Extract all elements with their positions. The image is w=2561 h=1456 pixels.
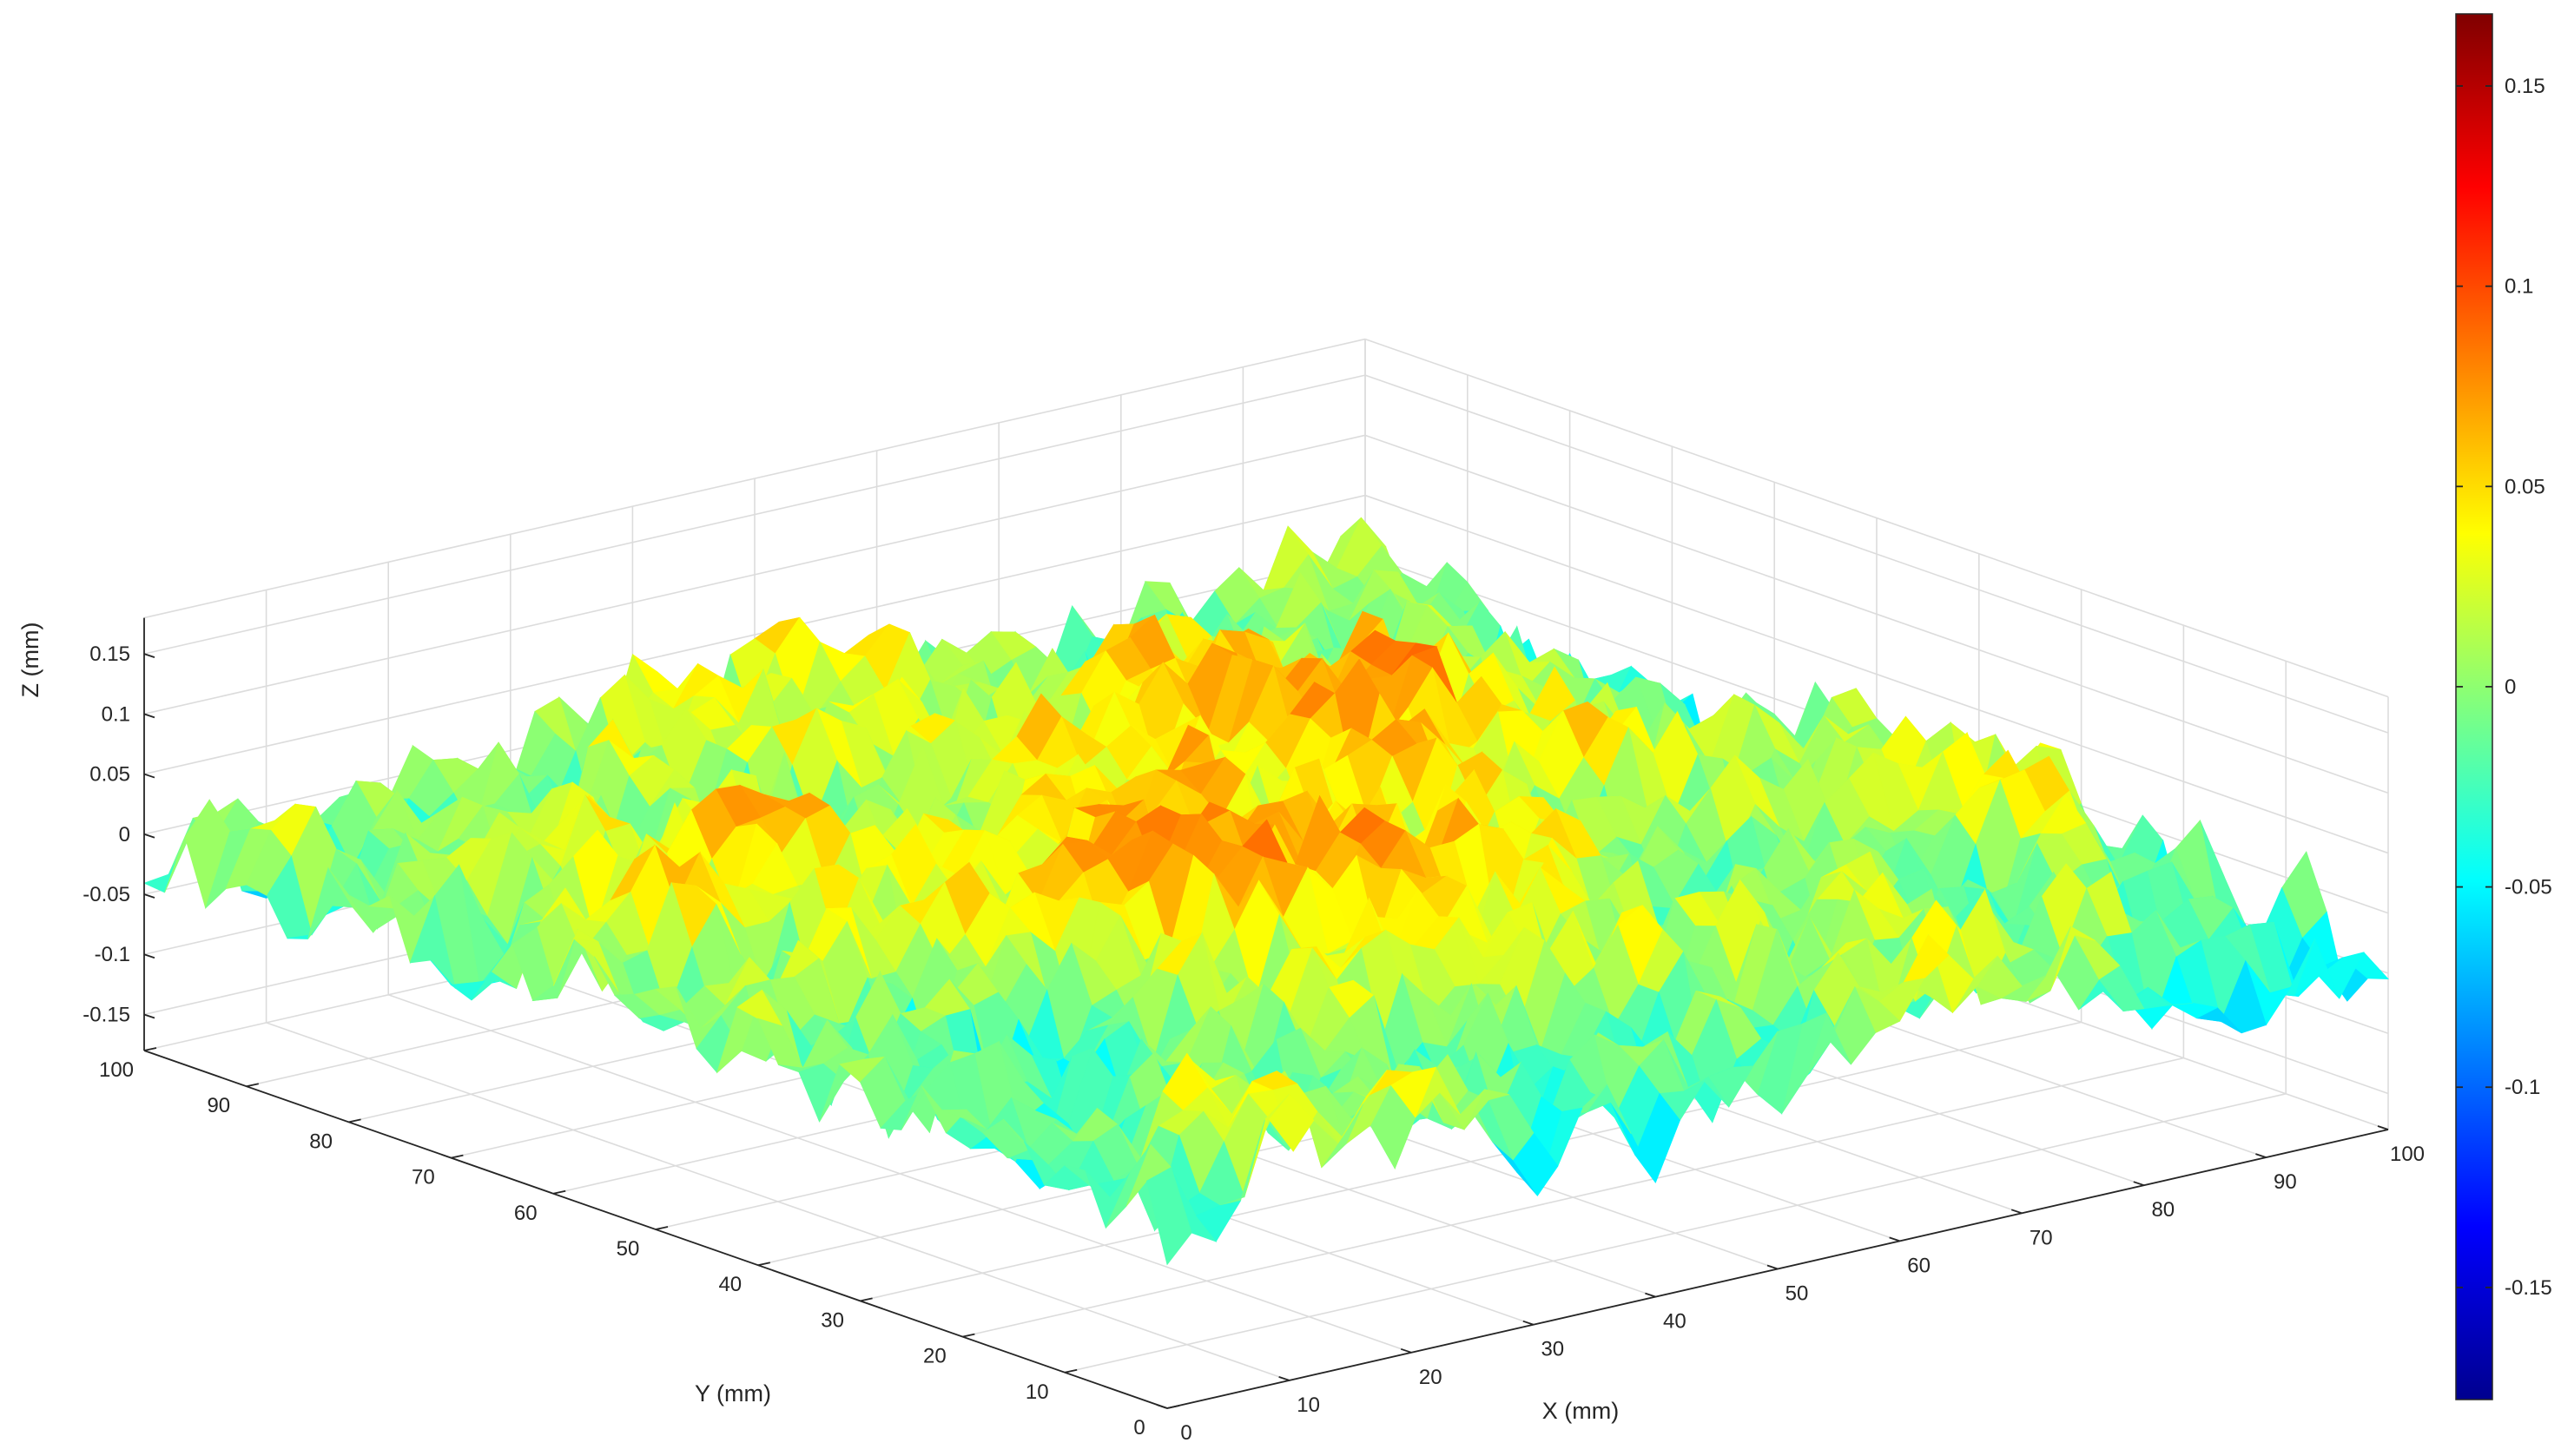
- x-tick-mark: [2255, 1153, 2267, 1158]
- x-tick-mark: [2010, 1209, 2023, 1215]
- y-axis-label: Y (mm): [695, 1380, 771, 1407]
- y-tick-mark: [1166, 1405, 1180, 1409]
- side-grid-line: [1364, 434, 2389, 794]
- z-tick-mark: [143, 653, 155, 658]
- z-tick-label: 0: [119, 823, 130, 847]
- y-tick-label: 30: [821, 1308, 844, 1332]
- y-tick-mark: [348, 1118, 361, 1123]
- x-tick-label: 70: [2030, 1226, 2053, 1249]
- colorbar-ticks: -0.15 -0.1 -0.05 0 0.05 0.1 0.15: [2456, 75, 2552, 1300]
- y-tick-mark: [655, 1226, 669, 1230]
- z-tick-mark: [143, 953, 155, 959]
- y-tick-label: 10: [1026, 1380, 1049, 1404]
- x-tick-mark: [1522, 1320, 1535, 1326]
- colorbar-gradient: [2455, 13, 2493, 1400]
- back-grid-line: [143, 494, 1366, 775]
- side-grid-line: [1364, 374, 2389, 734]
- colorbar-tick-label: 0: [2505, 675, 2516, 699]
- x-tick-mark: [1278, 1376, 1290, 1381]
- x-tick-label: 10: [1297, 1393, 1320, 1417]
- colorbar-tick-label: -0.15: [2505, 1276, 2552, 1300]
- x-tick-mark: [2377, 1125, 2389, 1130]
- z-tick-label: -0.1: [95, 943, 130, 966]
- y-tick-label: 40: [718, 1273, 742, 1296]
- z-axis-label: Z (mm): [17, 623, 43, 698]
- y-tick-mark: [246, 1083, 259, 1088]
- y-tick-label: 100: [99, 1058, 134, 1082]
- colorbar-tick-label: 0.1: [2505, 275, 2533, 299]
- y-tick-mark: [757, 1262, 770, 1267]
- x-tick-label: 80: [2151, 1198, 2175, 1222]
- y-tick-mark: [860, 1297, 873, 1302]
- y-tick-label: 60: [514, 1202, 538, 1225]
- y-tick-label: 90: [207, 1094, 230, 1117]
- surface-mesh: [142, 517, 2389, 1266]
- y-tick-label: 0: [1133, 1416, 1145, 1440]
- x-tick-label: 20: [1419, 1366, 1442, 1389]
- y-tick-label: 70: [412, 1166, 435, 1189]
- x-tick-mark: [1156, 1404, 1168, 1409]
- back-grid-line: [143, 374, 1366, 655]
- z-tick-mark: [143, 893, 155, 899]
- x-tick-label: 90: [2274, 1170, 2297, 1194]
- y-tick-mark: [143, 1047, 157, 1051]
- x-tick-label: 100: [2390, 1143, 2425, 1166]
- x-tick-mark: [1766, 1264, 1779, 1270]
- x-tick-label: 40: [1663, 1310, 1686, 1334]
- surface-face: [1145, 1167, 1192, 1266]
- colorbar: -0.15 -0.1 -0.05 0 0.05 0.1 0.15: [2455, 13, 2552, 1400]
- y-tick-mark: [1065, 1368, 1078, 1374]
- side-grid-line: [1364, 494, 2389, 854]
- x-tick-mark: [2133, 1181, 2145, 1187]
- x-axis-label: X (mm): [1542, 1398, 1619, 1424]
- x-tick-label: 50: [1785, 1282, 1809, 1306]
- x-tick-label: 0: [1180, 1421, 1191, 1445]
- colorbar-tick-label: 0.05: [2505, 475, 2545, 498]
- y-tick-label: 80: [309, 1130, 333, 1153]
- side-grid-line: [1364, 338, 2389, 698]
- z-tick-mark: [143, 833, 155, 839]
- x-tick-mark: [1645, 1292, 1656, 1298]
- axes-frame: -0.15 -0.1 -0.05 0 0.05 0.1 0.15 0 10 20 30 40 50 60 7…: [83, 617, 2425, 1445]
- back-grid-line: [143, 338, 1366, 619]
- x-tick-mark: [1889, 1236, 1900, 1242]
- z-tick-mark: [143, 713, 155, 719]
- y-tick-mark: [962, 1333, 975, 1338]
- colorbar-tick-label: -0.1: [2505, 1076, 2540, 1099]
- y-tick-mark: [553, 1189, 566, 1195]
- x-tick-label: 60: [1907, 1254, 1931, 1277]
- y-tick-label: 50: [617, 1237, 640, 1261]
- z-tick-mark: [143, 1013, 155, 1019]
- z-tick-label: 0.05: [89, 763, 130, 787]
- z-tick-label: 0.1: [102, 702, 130, 726]
- x-tick-label: 30: [1541, 1338, 1564, 1361]
- x-tick-mark: [1400, 1347, 1412, 1354]
- back-grid-line: [143, 434, 1366, 715]
- z-tick-mark: [143, 773, 155, 779]
- colorbar-tick-label: -0.05: [2505, 876, 2552, 899]
- y-tick-mark: [451, 1154, 464, 1159]
- z-tick-label: -0.15: [83, 1003, 130, 1026]
- y-tick-label: 20: [923, 1345, 947, 1368]
- z-tick-label: -0.05: [83, 883, 130, 906]
- colorbar-tick-label: 0.15: [2505, 75, 2545, 98]
- z-tick-label: 0.15: [89, 642, 130, 666]
